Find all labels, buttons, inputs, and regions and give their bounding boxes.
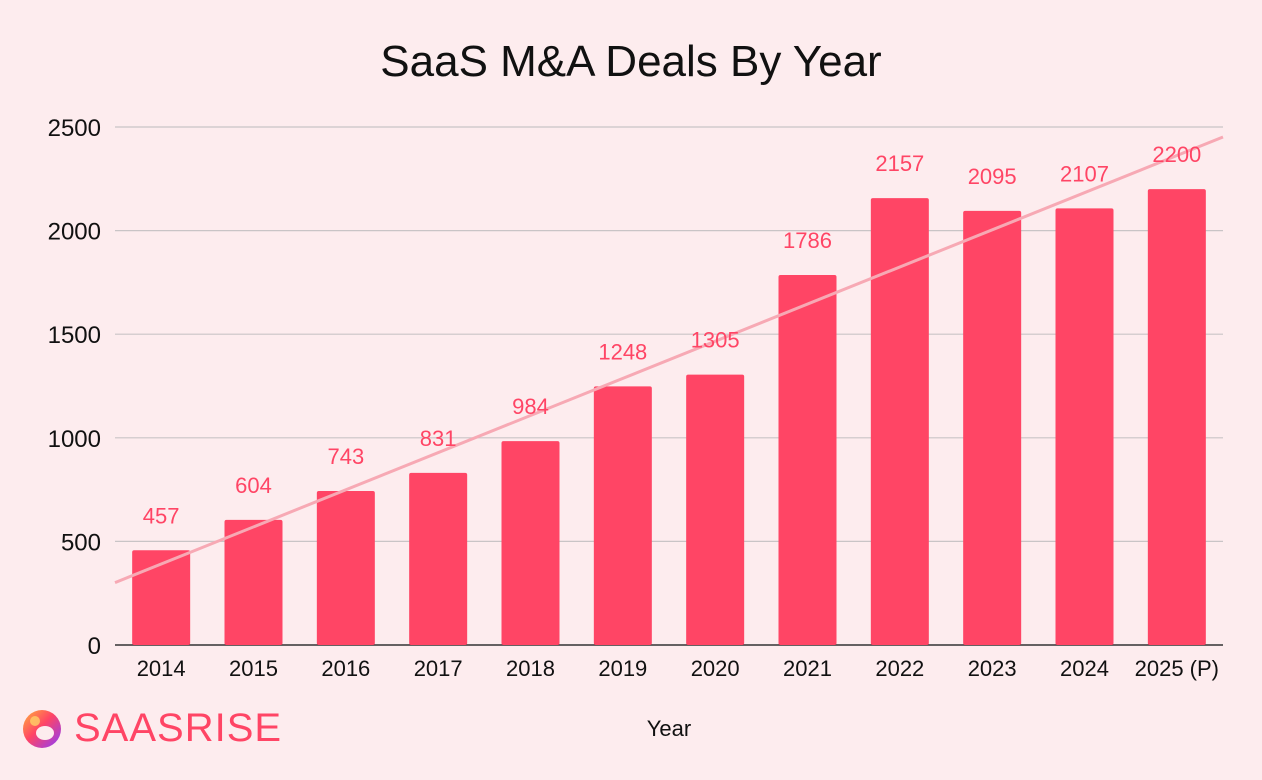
data-label: 984 (512, 394, 549, 419)
x-tick-label: 2025 (P) (1135, 656, 1219, 681)
x-tick-label: 2024 (1060, 656, 1109, 681)
bar-2023 (963, 210, 1022, 645)
saasrise-logo-icon (23, 709, 61, 748)
trendline (114, 135, 1224, 585)
data-label: 457 (143, 503, 180, 528)
x-tick-label: 2022 (875, 656, 924, 681)
brand-logo: SAASRISE (20, 706, 282, 751)
bars (132, 189, 1206, 646)
bar-2022 (870, 198, 929, 646)
y-tick-label: 1500 (48, 322, 101, 349)
x-tick-label: 2017 (414, 656, 463, 681)
x-tick-label: 2020 (691, 656, 740, 681)
y-tick-label: 500 (61, 529, 101, 556)
x-tick-label: 2019 (598, 656, 647, 681)
x-tick-label: 2014 (137, 656, 186, 681)
bar-2015 (224, 519, 283, 645)
data-label: 1305 (691, 328, 740, 353)
x-axis-title: Year (647, 716, 691, 741)
y-tick-label: 2500 (48, 115, 101, 142)
y-axis: 0 500 1000 1500 2000 2500 (48, 115, 101, 660)
x-axis: 2014 2015 2016 2017 2018 2019 2020 2021 2022 2023… (137, 656, 1219, 681)
data-label: 604 (235, 473, 272, 498)
y-tick-label: 0 (88, 633, 101, 660)
data-label: 2095 (968, 164, 1017, 189)
bar-2016 (316, 491, 375, 645)
data-label: 1248 (598, 339, 647, 364)
bar-2024 (1055, 208, 1114, 645)
grid-layer (115, 126, 1223, 646)
y-tick-label: 1000 (48, 426, 101, 453)
x-tick-label: 2018 (506, 656, 555, 681)
data-label: 831 (420, 426, 457, 451)
data-label: 2200 (1152, 142, 1201, 167)
bar-2019 (593, 386, 652, 645)
trendline-layer (114, 135, 1224, 585)
bar-2017 (409, 472, 468, 645)
chart-title: SaaS M&A Deals By Year (380, 37, 881, 86)
brand-name: SAASRISE (74, 706, 283, 750)
bar-2025-p (1147, 189, 1206, 645)
x-tick-label: 2021 (783, 656, 832, 681)
bar-2014 (132, 550, 191, 645)
data-label: 743 (327, 444, 364, 469)
data-label: 1786 (783, 228, 832, 253)
bar-2021 (778, 274, 837, 645)
data-label: 2157 (875, 151, 924, 176)
data-label: 2107 (1060, 161, 1109, 186)
bar-2020 (686, 374, 745, 645)
bar-2018 (501, 441, 560, 645)
x-tick-label: 2016 (321, 656, 370, 681)
x-tick-label: 2023 (968, 656, 1017, 681)
x-tick-label: 2015 (229, 656, 278, 681)
data-labels: 457 604 743 831 984 1248 1305 1786 2157 2095 2107 2… (143, 142, 1202, 528)
y-tick-label: 2000 (48, 219, 101, 246)
